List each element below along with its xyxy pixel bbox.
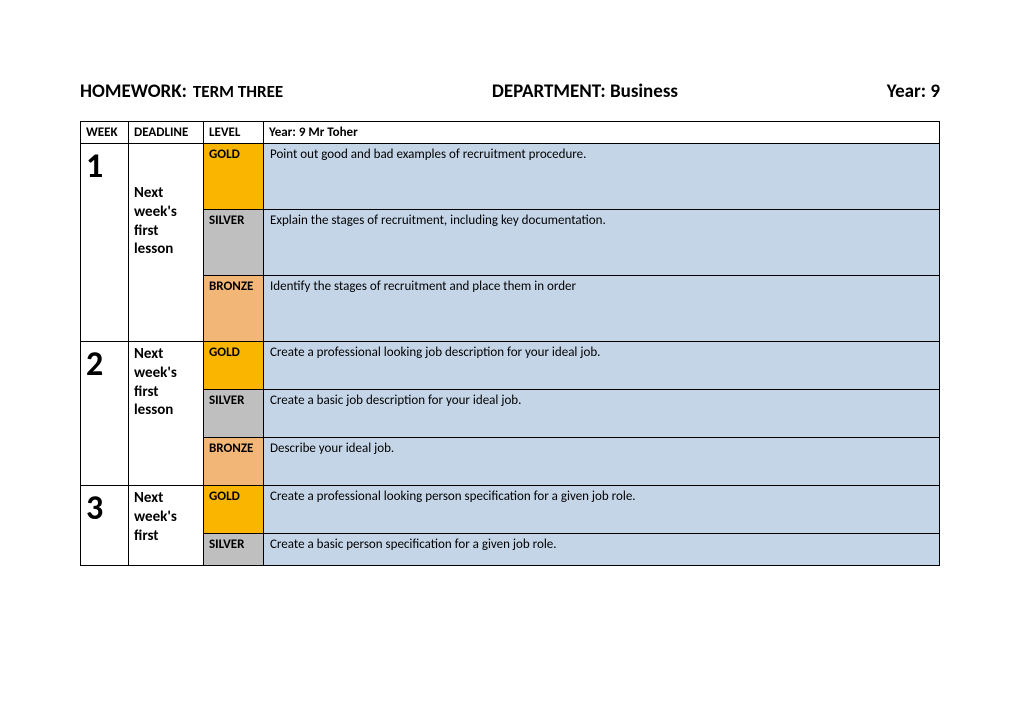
term-text: TERM THREE (193, 81, 283, 102)
col-header-year-teacher: Year: 9 Mr Toher (264, 122, 940, 144)
header-year-group: Year: 9 (887, 80, 940, 103)
deadline-cell: Next week's first (129, 486, 204, 566)
table-header-row: WEEK DEADLINE LEVEL Year: 9 Mr Toher (81, 122, 940, 144)
header-department-group: DEPARTMENT: Business (492, 80, 678, 103)
level-bronze: BRONZE (204, 276, 264, 342)
col-header-deadline: DEADLINE (129, 122, 204, 144)
year-text: 9 (930, 80, 940, 103)
department-label: DEPARTMENT: (492, 80, 606, 103)
task-description: Create a basic job description for your … (264, 390, 940, 438)
col-header-week: WEEK (81, 122, 129, 144)
task-description: Create a professional looking job descri… (264, 342, 940, 390)
table-row: 1 Next week's first lesson GOLD Point ou… (81, 144, 940, 210)
table-row: 2 Next week's first lesson GOLD Create a… (81, 342, 940, 390)
table-row: BRONZE Identify the stages of recruitmen… (81, 276, 940, 342)
week-number: 1 (81, 144, 129, 342)
level-bronze: BRONZE (204, 438, 264, 486)
department-text: Business (610, 80, 678, 103)
week-number: 2 (81, 342, 129, 486)
deadline-cell: Next week's first lesson (129, 342, 204, 486)
level-gold: GOLD (204, 486, 264, 534)
homework-label: HOMEWORK: (80, 80, 187, 103)
task-description: Describe your ideal job. (264, 438, 940, 486)
table-row: SILVER Explain the stages of recruitment… (81, 210, 940, 276)
week-number: 3 (81, 486, 129, 566)
col-header-level: LEVEL (204, 122, 264, 144)
homework-table: WEEK DEADLINE LEVEL Year: 9 Mr Toher 1 N… (80, 121, 940, 566)
level-silver: SILVER (204, 210, 264, 276)
task-description: Point out good and bad examples of recru… (264, 144, 940, 210)
level-gold: GOLD (204, 342, 264, 390)
level-silver: SILVER (204, 534, 264, 566)
task-description: Create a professional looking person spe… (264, 486, 940, 534)
level-gold: GOLD (204, 144, 264, 210)
deadline-cell: Next week's first lesson (129, 144, 204, 342)
task-description: Explain the stages of recruitment, inclu… (264, 210, 940, 276)
table-row: BRONZE Describe your ideal job. (81, 438, 940, 486)
task-description: Create a basic person specification for … (264, 534, 940, 566)
page-header: HOMEWORK: TERM THREE DEPARTMENT: Busines… (80, 80, 940, 103)
level-silver: SILVER (204, 390, 264, 438)
year-label: Year: (887, 80, 926, 103)
table-row: SILVER Create a basic job description fo… (81, 390, 940, 438)
task-description: Identify the stages of recruitment and p… (264, 276, 940, 342)
header-homework-group: HOMEWORK: TERM THREE (80, 80, 283, 103)
table-row: 3 Next week's first GOLD Create a profes… (81, 486, 940, 534)
table-row: SILVER Create a basic person specificati… (81, 534, 940, 566)
